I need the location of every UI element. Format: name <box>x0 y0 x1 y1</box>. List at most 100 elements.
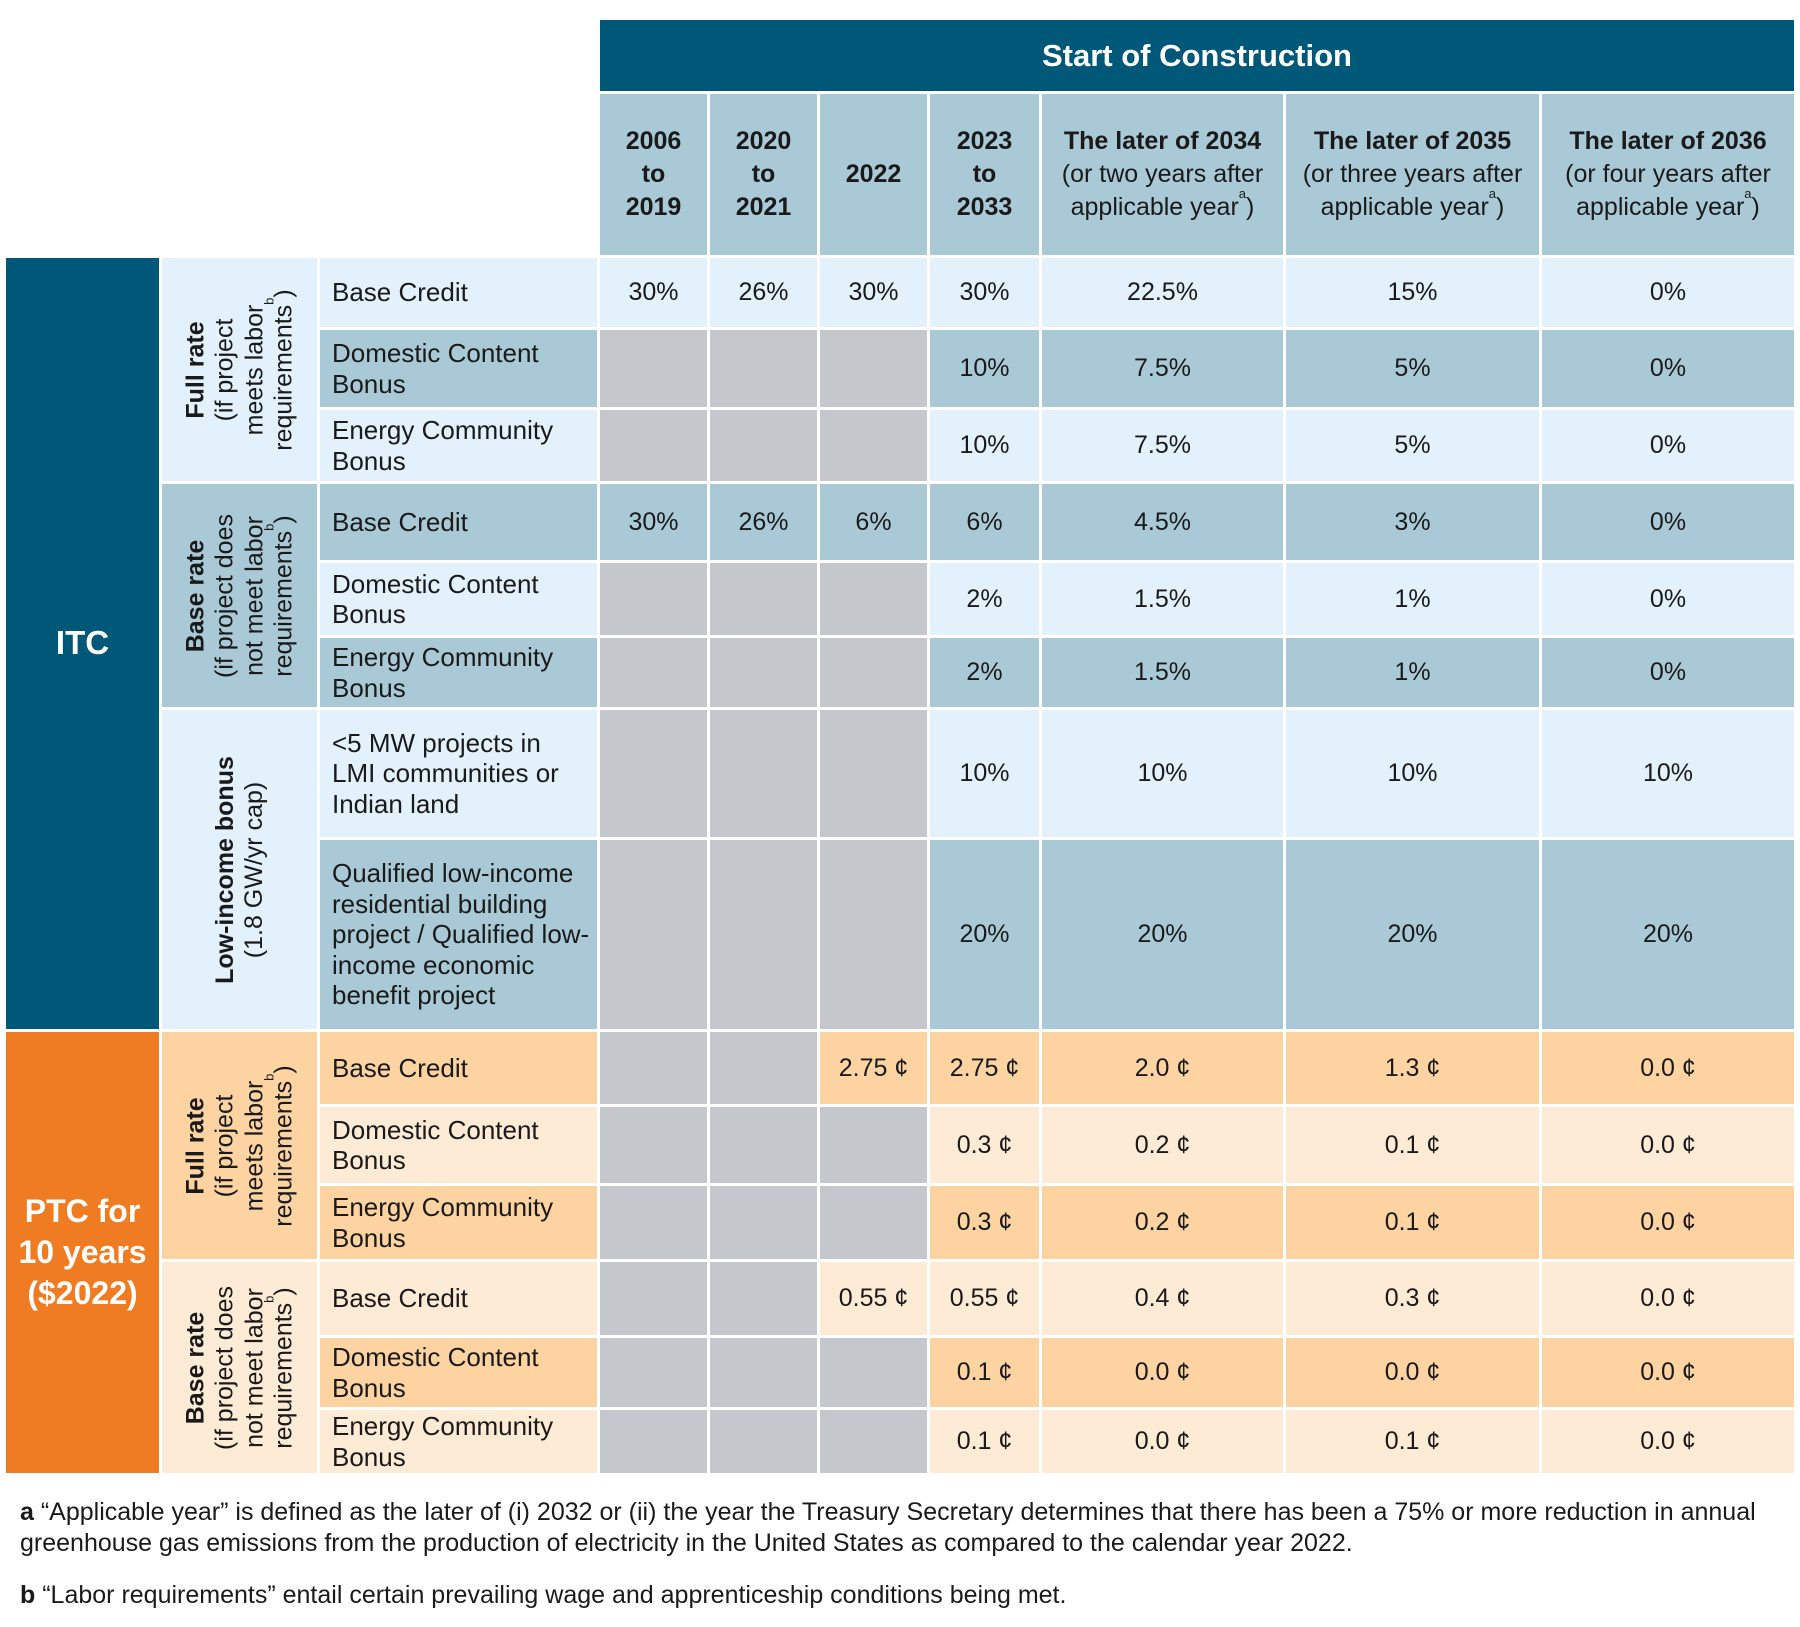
group-label: Low-income bonus (1.8 GW/yr cap) <box>162 710 317 1029</box>
value-cell: 2% <box>930 638 1039 707</box>
row-label: Base Credit <box>320 1032 597 1104</box>
value-cell: 10% <box>1286 710 1539 837</box>
group-condition: requirementsb) <box>261 289 298 451</box>
section-label-line: PTC for <box>24 1193 141 1230</box>
value-cell: 20% <box>1542 840 1794 1029</box>
column-header-close: ) <box>1246 193 1255 221</box>
group-title: Base rate <box>181 539 209 652</box>
column-header-sub: to <box>641 160 666 188</box>
value-cell: 0.0 ¢ <box>1542 1032 1794 1104</box>
unavailable-cell <box>710 410 817 481</box>
row-label: Energy Community Bonus <box>320 638 597 707</box>
value-cell: 0.1 ¢ <box>930 1410 1039 1473</box>
unavailable-cell <box>820 330 927 407</box>
group-condition-text: not meet labor <box>239 1287 268 1448</box>
value-cell: 0% <box>1542 258 1794 327</box>
column-header-sub2: applicable year <box>1576 193 1745 221</box>
unavailable-cell <box>600 410 707 481</box>
row-label: Qualified low-income residential buildin… <box>320 840 597 1029</box>
value-cell: 0.0 ¢ <box>1542 1186 1794 1259</box>
unavailable-cell <box>710 1186 817 1259</box>
unavailable-cell <box>710 638 817 707</box>
value-cell: 20% <box>1042 840 1283 1029</box>
group-condition: requirementsb) <box>261 514 298 678</box>
group-condition-text: (1.8 GW/yr cap) <box>239 781 268 958</box>
column-header-sub2: 2021 <box>735 193 792 221</box>
group-label-text: Base rate (if project does not meet labor r… <box>181 1286 298 1450</box>
value-cell: 1% <box>1286 638 1539 707</box>
value-cell: 22.5% <box>1042 258 1283 327</box>
group-condition: meets labor <box>240 289 269 450</box>
row-label: Domestic Content Bonus <box>320 1338 597 1407</box>
group-label-text: Full rate (if project meets labor requireme… <box>181 289 298 450</box>
row-label: Domestic Content Bonus <box>320 1107 597 1183</box>
column-header-close: ) <box>1751 193 1760 221</box>
row-label: Domestic Content Bonus <box>320 330 597 407</box>
column-header-close: ) <box>1496 193 1505 221</box>
row-label: <5 MW projects in LMI communities or Ind… <box>320 710 597 837</box>
group-condition: (1.8 GW/yr cap) <box>240 756 269 984</box>
unavailable-cell <box>710 1032 817 1104</box>
unavailable-cell <box>600 1410 707 1473</box>
unavailable-cell <box>710 1338 817 1407</box>
column-header-text: The later of 2034 (or two years after appl… <box>1062 125 1263 224</box>
value-cell: 0.0 ¢ <box>1542 1410 1794 1473</box>
row-label: Base Credit <box>320 1262 597 1335</box>
unavailable-cell <box>820 1107 927 1183</box>
value-cell: 0.3 ¢ <box>930 1186 1039 1259</box>
value-cell: 2.75 ¢ <box>930 1032 1039 1104</box>
group-title: Full rate <box>181 1096 209 1195</box>
value-cell: 2.75 ¢ <box>820 1032 927 1104</box>
value-cell: 5% <box>1286 410 1539 481</box>
group-condition-text: requirements <box>268 304 297 451</box>
value-cell: 0.0 ¢ <box>1542 1107 1794 1183</box>
column-header-text: 2006 to 2019 <box>626 125 682 224</box>
value-cell: 0.1 ¢ <box>1286 1186 1539 1259</box>
column-header: The later of 2034 (or two years after appl… <box>1042 94 1283 255</box>
column-header-text: The later of 2035 (or three years after ap… <box>1303 125 1523 224</box>
group-condition-text: requirements <box>268 1080 297 1227</box>
group-condition-text: (if project does <box>210 513 239 678</box>
column-header-sub: (or two years after <box>1061 160 1264 188</box>
value-cell: 26% <box>710 258 817 327</box>
credit-table: Start of Construction 2006 to 2019 2020 to 202… <box>6 20 1794 1473</box>
unavailable-cell <box>710 1410 817 1473</box>
value-cell: 6% <box>820 484 927 560</box>
unavailable-cell <box>600 1262 707 1335</box>
value-cell: 0% <box>1542 410 1794 481</box>
column-header: 2020 to 2021 <box>710 94 817 255</box>
group-condition-text: requirements <box>268 530 297 677</box>
column-header-sub2: 2033 <box>956 193 1013 221</box>
footnote-marker: a <box>1744 185 1752 201</box>
section-label-line: ($2022) <box>27 1274 138 1311</box>
value-cell: 0.2 ¢ <box>1042 1186 1283 1259</box>
group-condition-text: meets labor <box>239 304 268 435</box>
group-condition: (if project does <box>210 514 239 678</box>
row-label: Energy Community Bonus <box>320 1410 597 1473</box>
value-cell: 2.0 ¢ <box>1042 1032 1283 1104</box>
value-cell: 1.3 ¢ <box>1286 1032 1539 1104</box>
section-label: ITC <box>6 258 159 1029</box>
row-label: Energy Community Bonus <box>320 1186 597 1259</box>
section-label: PTC for 10 years ($2022) <box>6 1032 159 1473</box>
column-header-sub: (or four years after <box>1565 160 1771 188</box>
value-cell: 0.0 ¢ <box>1542 1338 1794 1407</box>
value-cell: 0.55 ¢ <box>820 1262 927 1335</box>
unavailable-cell <box>600 1338 707 1407</box>
group-label: Base rate (if project does not meet labor r… <box>162 1262 317 1473</box>
unavailable-cell <box>600 1107 707 1183</box>
unavailable-cell <box>710 563 817 635</box>
footnote-marker: a <box>1238 185 1247 201</box>
value-cell: 0.2 ¢ <box>1042 1107 1283 1183</box>
value-cell: 0.0 ¢ <box>1042 1338 1283 1407</box>
group-label: Base rate (if project does not meet labor r… <box>162 484 317 707</box>
unavailable-cell <box>600 1032 707 1104</box>
value-cell: 10% <box>930 330 1039 407</box>
unavailable-cell <box>820 1338 927 1407</box>
unavailable-cell <box>820 410 927 481</box>
footnote-marker: b <box>261 1295 277 1303</box>
footnote-b-text: “Labor requirements” entail certain prev… <box>42 1581 1067 1609</box>
group-condition-close: ) <box>268 514 297 524</box>
column-header-sub2: applicable year <box>1070 193 1239 221</box>
row-label: Domestic Content Bonus <box>320 563 597 635</box>
